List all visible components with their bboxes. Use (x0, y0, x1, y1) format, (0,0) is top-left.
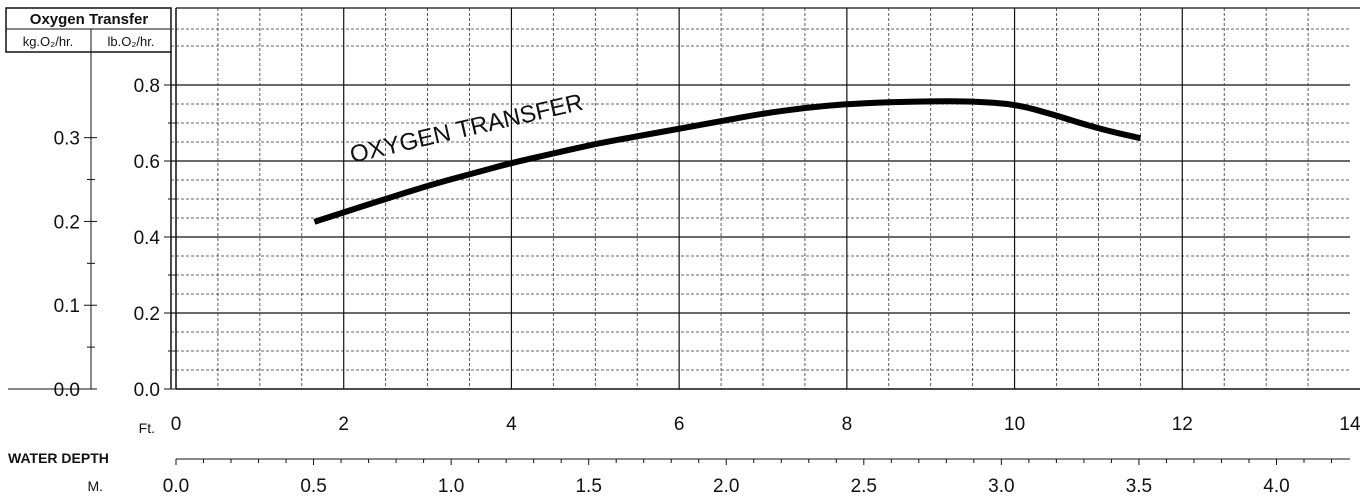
meter-tick-label: 2.5 (851, 476, 877, 497)
lb-tick-label: 0.8 (134, 76, 160, 97)
ft-tick-labels: 0 2 4 6 8 10 12 14 (171, 414, 1360, 435)
lb-axis-label: lb.O₂/hr. (108, 34, 155, 49)
ft-tick-label: 14 (1339, 414, 1360, 435)
meter-tick-label: 3.5 (1126, 476, 1152, 497)
ft-tick-label: 0 (171, 414, 182, 435)
header-box (5, 7, 172, 53)
series-layer (313, 98, 1142, 225)
meter-axis: 0.0 0.5 1.0 1.5 2.0 2.5 3.0 3.5 4.0 (163, 459, 1333, 497)
ft-tick-label: 4 (506, 414, 517, 435)
meter-tick-label: 1.0 (438, 476, 464, 497)
meter-tick-label: 0.5 (300, 476, 326, 497)
water-depth-label: WATER DEPTH (8, 450, 109, 466)
ft-tick-label: 10 (1004, 414, 1025, 435)
kg-tick-label: 0.0 (54, 380, 80, 401)
meter-tick-label: 2.0 (713, 476, 739, 497)
ft-tick-label: 12 (1172, 414, 1193, 435)
kg-axis-label: kg.O₂/hr. (23, 34, 74, 49)
oxygen-transfer-line (313, 98, 1142, 225)
ft-unit-label: Ft. (139, 420, 155, 436)
ft-tick-label: 2 (338, 414, 349, 435)
ft-tick-label: 8 (842, 414, 853, 435)
plot-grid (171, 7, 1360, 390)
kg-ticks: 0.3 0.2 0.1 0.0 (54, 129, 97, 401)
kg-tick-label: 0.2 (54, 212, 80, 233)
kg-tick-label: 0.3 (54, 129, 80, 150)
kg-tick-label: 0.1 (54, 296, 80, 317)
lb-tick-label: 0.4 (134, 228, 161, 249)
lb-tick-label: 0.0 (134, 380, 160, 401)
meter-tick-label: 1.5 (575, 476, 601, 497)
m-unit-label: M. (87, 478, 103, 494)
lb-ticks: 0.8 0.6 0.4 0.2 0.0 (134, 76, 176, 401)
lb-tick-label: 0.2 (134, 304, 160, 325)
lb-tick-label: 0.6 (134, 152, 160, 173)
ft-tick-label: 6 (674, 414, 685, 435)
meter-tick-label: 4.0 (1263, 476, 1289, 497)
meter-tick-label: 3.0 (988, 476, 1014, 497)
meter-tick-label: 0.0 (163, 476, 189, 497)
chart-title: Oxygen Transfer (30, 11, 149, 28)
